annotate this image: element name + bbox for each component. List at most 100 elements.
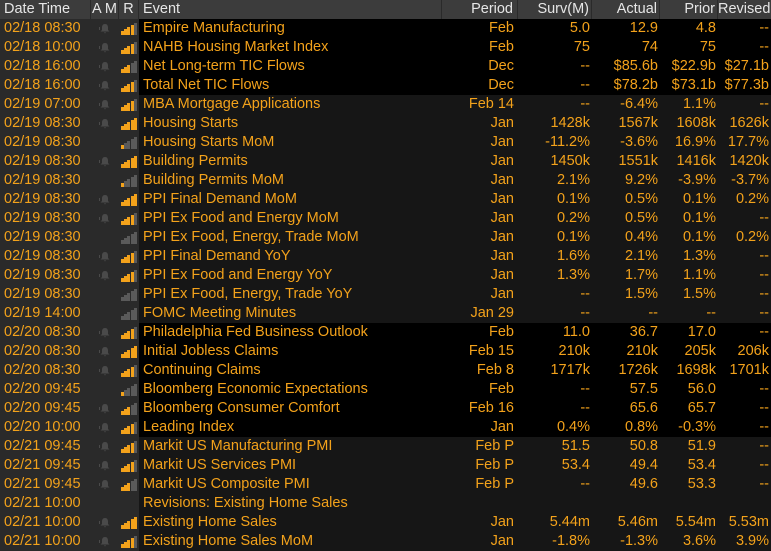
table-row[interactable]: 02/19 14:00 FOMC Meeting Minutes Jan 29 -- -…	[0, 304, 771, 323]
cell-alarm[interactable]	[91, 133, 119, 152]
cell-alarm[interactable]	[91, 38, 119, 57]
cell-event[interactable]: PPI Ex Food and Energy YoY	[143, 267, 333, 283]
cell-alarm[interactable]	[91, 475, 119, 494]
cell-alarm[interactable]	[91, 437, 119, 456]
cell-alarm[interactable]	[91, 418, 119, 437]
cell-alarm[interactable]	[91, 399, 119, 418]
bell-icon[interactable]	[99, 213, 111, 224]
cell-alarm[interactable]	[91, 532, 119, 551]
cell-alarm[interactable]	[91, 228, 119, 247]
cell-event[interactable]: PPI Ex Food and Energy MoM	[143, 210, 339, 226]
cell-event[interactable]: Revisions: Existing Home Sales	[143, 495, 348, 511]
cell-alarm[interactable]	[91, 114, 119, 133]
col-header-event[interactable]: Event	[139, 0, 442, 19]
cell-event[interactable]: Net Long-term TIC Flows	[143, 58, 305, 74]
cell-alarm[interactable]	[91, 285, 119, 304]
cell-alarm[interactable]	[91, 247, 119, 266]
table-row[interactable]: 02/20 09:45 Bloomberg Consumer Comfort Feb…	[0, 399, 771, 418]
cell-event[interactable]: Existing Home Sales MoM	[143, 533, 314, 549]
bell-icon[interactable]	[99, 42, 111, 53]
table-row[interactable]: 02/20 08:30 Philadelphia Fed Business Out…	[0, 323, 771, 342]
cell-event[interactable]: PPI Final Demand MoM	[143, 191, 297, 207]
bell-icon[interactable]	[99, 536, 111, 547]
table-row[interactable]: 02/19 08:30 PPI Ex Food, Energy, Trade Yo…	[0, 285, 771, 304]
cell-event[interactable]: Continuing Claims	[143, 362, 261, 378]
cell-event[interactable]: Total Net TIC Flows	[143, 77, 270, 93]
bell-icon[interactable]	[99, 80, 111, 91]
table-row[interactable]: 02/21 09:45 Markit US Composite PMI Feb P -…	[0, 475, 771, 494]
bell-icon[interactable]	[99, 61, 111, 72]
cell-alarm[interactable]	[91, 19, 119, 38]
bell-icon[interactable]	[99, 441, 111, 452]
cell-event[interactable]: Markit US Services PMI	[143, 457, 297, 473]
cell-alarm[interactable]	[91, 152, 119, 171]
bell-icon[interactable]	[99, 118, 111, 129]
cell-event[interactable]: Bloomberg Economic Expectations	[143, 381, 368, 397]
cell-event[interactable]: Empire Manufacturing	[143, 20, 285, 36]
bell-icon[interactable]	[99, 346, 111, 357]
cell-alarm[interactable]	[91, 361, 119, 380]
col-header-survey[interactable]: Surv(M)	[518, 0, 592, 19]
cell-alarm[interactable]	[91, 304, 119, 323]
bell-icon[interactable]	[99, 460, 111, 471]
cell-alarm[interactable]	[91, 266, 119, 285]
cell-alarm[interactable]	[91, 380, 119, 399]
cell-event[interactable]: Housing Starts MoM	[143, 134, 275, 150]
bell-icon[interactable]	[99, 403, 111, 414]
cell-event[interactable]: Markit US Composite PMI	[143, 476, 310, 492]
cell-alarm[interactable]	[91, 57, 119, 76]
cell-event[interactable]: Bloomberg Consumer Comfort	[143, 400, 340, 416]
table-row[interactable]: 02/18 10:00 NAHB Housing Market Index Feb 7…	[0, 38, 771, 57]
table-row[interactable]: 02/20 09:45 Bloomberg Economic Expectatio…	[0, 380, 771, 399]
bell-icon[interactable]	[99, 99, 111, 110]
table-row[interactable]: 02/21 09:45 Markit US Manufacturing PMI Fe…	[0, 437, 771, 456]
cell-alarm[interactable]	[91, 76, 119, 95]
table-row[interactable]: 02/19 08:30 PPI Ex Food, Energy, Trade Mo…	[0, 228, 771, 247]
cell-alarm[interactable]	[91, 190, 119, 209]
cell-alarm[interactable]	[91, 323, 119, 342]
table-row[interactable]: 02/20 08:30 Initial Jobless Claims Feb 15 2…	[0, 342, 771, 361]
table-row[interactable]: 02/19 08:30 Housing Starts Jan 1428k 1567k 16…	[0, 114, 771, 133]
bell-icon[interactable]	[99, 194, 111, 205]
cell-event[interactable]: Building Permits MoM	[143, 172, 285, 188]
col-header-alarm[interactable]: A M	[91, 0, 119, 19]
bell-icon[interactable]	[99, 23, 111, 34]
col-header-revised[interactable]: Revised	[718, 1, 771, 17]
table-row[interactable]: 02/19 08:30 PPI Final Demand MoM Jan 0.1% 0.…	[0, 190, 771, 209]
table-row[interactable]: 02/19 08:30 PPI Ex Food and Energy MoM Jan…	[0, 209, 771, 228]
col-header-relevance[interactable]: R	[119, 0, 139, 19]
cell-event[interactable]: PPI Ex Food, Energy, Trade YoY	[143, 286, 353, 302]
col-header-period[interactable]: Period	[442, 0, 518, 19]
cell-alarm[interactable]	[91, 513, 119, 532]
cell-event[interactable]: Building Permits	[143, 153, 248, 169]
table-row[interactable]: 02/18 16:00 Net Long-term TIC Flows Dec -- $…	[0, 57, 771, 76]
table-row[interactable]: 02/21 10:00 Existing Home Sales MoM Jan -1.…	[0, 532, 771, 551]
cell-event[interactable]: PPI Final Demand YoY	[143, 248, 291, 264]
bell-icon[interactable]	[99, 517, 111, 528]
table-row[interactable]: 02/19 08:30 PPI Ex Food and Energy YoY Jan…	[0, 266, 771, 285]
col-header-actual[interactable]: Actual	[592, 0, 660, 19]
table-row[interactable]: 02/18 08:30 Empire Manufacturing Feb 5.0 12.…	[0, 19, 771, 38]
bell-icon[interactable]	[99, 270, 111, 281]
table-row[interactable]: 02/21 09:45 Markit US Services PMI Feb P 53…	[0, 456, 771, 475]
cell-alarm[interactable]	[91, 95, 119, 114]
table-row[interactable]: 02/19 08:30 Building Permits MoM Jan 2.1% 9.…	[0, 171, 771, 190]
bell-icon[interactable]	[99, 365, 111, 376]
bell-icon[interactable]	[99, 251, 111, 262]
cell-alarm[interactable]	[91, 342, 119, 361]
table-row[interactable]: 02/19 07:00 MBA Mortgage Applications Feb …	[0, 95, 771, 114]
cell-alarm[interactable]	[91, 456, 119, 475]
table-row[interactable]: 02/20 10:00 Leading Index Jan 0.4% 0.8% -0.3%…	[0, 418, 771, 437]
table-row[interactable]: 02/19 08:30 Housing Starts MoM Jan -11.2% -3…	[0, 133, 771, 152]
cell-event[interactable]: PPI Ex Food, Energy, Trade MoM	[143, 229, 359, 245]
cell-event[interactable]: NAHB Housing Market Index	[143, 39, 329, 55]
cell-event[interactable]: Housing Starts	[143, 115, 239, 131]
table-row[interactable]: 02/19 08:30 Building Permits Jan 1450k 1551k…	[0, 152, 771, 171]
table-row[interactable]: 02/18 16:00 Total Net TIC Flows Dec -- $78.2…	[0, 76, 771, 95]
cell-alarm[interactable]	[91, 209, 119, 228]
cell-event[interactable]: MBA Mortgage Applications	[143, 96, 321, 112]
table-row[interactable]: 02/21 10:00 Revisions: Existing Home Sale…	[0, 494, 771, 513]
cell-event[interactable]: Philadelphia Fed Business Outlook	[143, 324, 368, 340]
cell-event[interactable]: Existing Home Sales	[143, 514, 277, 530]
bell-icon[interactable]	[99, 327, 111, 338]
